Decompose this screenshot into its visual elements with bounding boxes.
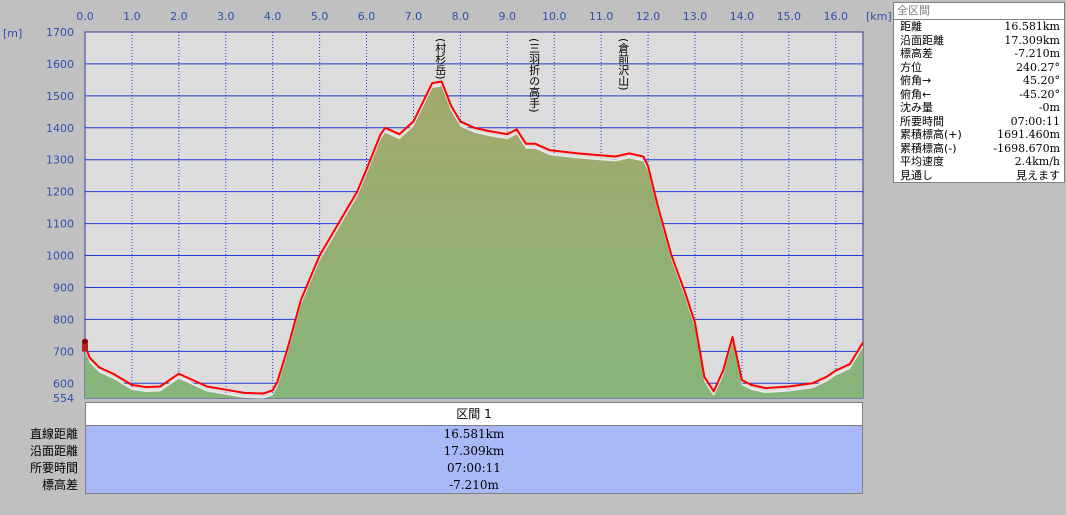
x-tick-label: 7.0 bbox=[405, 10, 423, 23]
section-row: 所要時間 07:00:11 bbox=[0, 460, 865, 477]
section-row-value: 17.309km bbox=[85, 443, 863, 460]
stat-row: 俯角← -45.20° bbox=[894, 88, 1064, 102]
x-tick-label: 5.0 bbox=[311, 10, 329, 23]
y-tick-label: 1100 bbox=[46, 218, 74, 231]
terrain-fill bbox=[85, 84, 863, 399]
stat-key: 沈み量 bbox=[900, 101, 933, 114]
x-tick-label: 6.0 bbox=[358, 10, 376, 23]
x-axis-ticks: 0.0 1.0 2.0 3.0 4.0 5.0 6.0 7.0 8.0 9.0 10.0 11.0 12… bbox=[76, 10, 848, 23]
stat-row: 沿面距離 17.309km bbox=[894, 34, 1064, 48]
stat-key: 累積標高(+) bbox=[900, 128, 962, 141]
stat-value: -0m bbox=[1038, 101, 1060, 114]
stat-value: -7.210m bbox=[1014, 47, 1060, 60]
x-tick-label: 4.0 bbox=[264, 10, 282, 23]
stat-row: 沈み量 -0m bbox=[894, 101, 1064, 115]
x-tick-label: 3.0 bbox=[217, 10, 235, 23]
y-tick-label: 1700 bbox=[46, 26, 74, 39]
x-tick-label: 1.0 bbox=[123, 10, 141, 23]
x-tick-label: 13.0 bbox=[683, 10, 708, 23]
terrain-area bbox=[85, 86, 863, 399]
y-axis-ticks: 1700 1600 1500 1400 1300 1200 1100 1000 900 800 70… bbox=[46, 26, 74, 405]
stat-row: 累積標高(-) -1698.670m bbox=[894, 142, 1064, 156]
elevation-series-line bbox=[84, 80, 864, 395]
x-tick-label: 2.0 bbox=[170, 10, 188, 23]
stat-row: 距離 16.581km bbox=[894, 20, 1064, 34]
stat-value: -1698.670m bbox=[993, 141, 1060, 155]
section-header[interactable]: 区間 1 bbox=[85, 402, 863, 426]
stat-key: 累積標高(-) bbox=[900, 141, 957, 155]
y-tick-label: 1300 bbox=[46, 154, 74, 167]
y-tick-label: 554 bbox=[53, 392, 74, 405]
section-row-label: 沿面距離 bbox=[29, 444, 78, 458]
stat-key: 見通し bbox=[900, 168, 933, 182]
stat-row: 方位 240.27° bbox=[894, 61, 1064, 75]
stat-value: 16.581km bbox=[1004, 20, 1060, 33]
stat-value: 240.27° bbox=[1016, 60, 1060, 74]
y-tick-label: 1600 bbox=[46, 58, 74, 71]
y-unit-label: [m] bbox=[3, 27, 22, 40]
stat-row: 累積標高(+) 1691.460m bbox=[894, 128, 1064, 142]
stat-key: 距離 bbox=[900, 20, 922, 33]
x-tick-label: 0.0 bbox=[76, 10, 94, 23]
stat-value: 2.4km/h bbox=[1014, 155, 1060, 168]
stat-key: 沿面距離 bbox=[900, 33, 944, 47]
stat-value: 見えます bbox=[1016, 168, 1060, 182]
y-tick-label: 700 bbox=[53, 345, 74, 358]
x-tick-label: 9.0 bbox=[499, 10, 517, 23]
section-row-value: -7.210m bbox=[85, 477, 863, 494]
stats-panel: 全区間 距離 16.581km 沿面距離 17.309km 標高差 -7.210m 方位 24… bbox=[893, 2, 1065, 183]
stat-row: 平均速度 2.4km/h bbox=[894, 155, 1064, 169]
section-row: 沿面距離 17.309km bbox=[0, 443, 865, 460]
x-unit-label: [km] bbox=[866, 10, 892, 23]
stat-row: 標高差 -7.210m bbox=[894, 47, 1064, 61]
peak-labels: (村杉岳) (三羽折の高手) (倉前沢山) bbox=[434, 38, 630, 113]
y-tick-label: 1400 bbox=[46, 122, 74, 135]
stats-title: 全区間 bbox=[894, 3, 1064, 20]
stat-value: 1691.460m bbox=[997, 128, 1060, 141]
section-row-value: 16.581km bbox=[85, 426, 863, 443]
y-tick-label: 900 bbox=[53, 281, 74, 294]
y-tick-label: 600 bbox=[53, 377, 74, 390]
stat-value: 07:00:11 bbox=[1010, 114, 1060, 128]
stat-key: 俯角→ bbox=[900, 74, 932, 87]
stat-key: 平均速度 bbox=[900, 155, 944, 168]
start-marker-icon bbox=[82, 338, 88, 352]
stat-key: 俯角← bbox=[900, 87, 932, 101]
y-tick-label: 1200 bbox=[46, 186, 74, 199]
stat-key: 所要時間 bbox=[900, 114, 944, 128]
section-row: 直線距離 16.581km bbox=[0, 426, 865, 443]
x-tick-label: 14.0 bbox=[730, 10, 755, 23]
x-tick-label: 11.0 bbox=[589, 10, 614, 23]
stat-row: 俯角→ 45.20° bbox=[894, 74, 1064, 88]
start-marker-head bbox=[82, 338, 88, 345]
section-row: 標高差 -7.210m bbox=[0, 477, 865, 494]
stat-key: 標高差 bbox=[900, 47, 933, 60]
y-tick-label: 1500 bbox=[46, 90, 74, 103]
section-row-label: 標高差 bbox=[41, 478, 78, 492]
section-row-label: 所要時間 bbox=[29, 461, 78, 475]
section-row-label: 直線距離 bbox=[29, 427, 78, 441]
stat-key: 方位 bbox=[900, 60, 922, 74]
stats-list: 距離 16.581km 沿面距離 17.309km 標高差 -7.210m 方位 240.27… bbox=[894, 20, 1064, 182]
stat-value: 45.20° bbox=[1023, 74, 1060, 87]
peak-label: (倉前沢山) bbox=[617, 38, 630, 91]
elevation-line bbox=[84, 80, 864, 395]
peak-label: (三羽折の高手) bbox=[528, 38, 541, 113]
section-row-value: 07:00:11 bbox=[85, 460, 863, 477]
stat-value: -45.20° bbox=[1019, 87, 1060, 101]
x-tick-label: 12.0 bbox=[636, 10, 661, 23]
x-tick-label: 10.0 bbox=[542, 10, 567, 23]
stat-value: 17.309km bbox=[1004, 33, 1060, 47]
stat-row: 見通し 見えます bbox=[894, 169, 1064, 183]
start-marker-body bbox=[82, 343, 88, 352]
y-tick-label: 800 bbox=[53, 313, 74, 326]
peak-label: (村杉岳) bbox=[434, 38, 447, 80]
x-tick-label: 16.0 bbox=[823, 10, 848, 23]
y-tick-label: 1000 bbox=[46, 250, 74, 263]
stat-row: 所要時間 07:00:11 bbox=[894, 115, 1064, 129]
x-tick-label: 8.0 bbox=[452, 10, 470, 23]
x-tick-label: 15.0 bbox=[777, 10, 802, 23]
